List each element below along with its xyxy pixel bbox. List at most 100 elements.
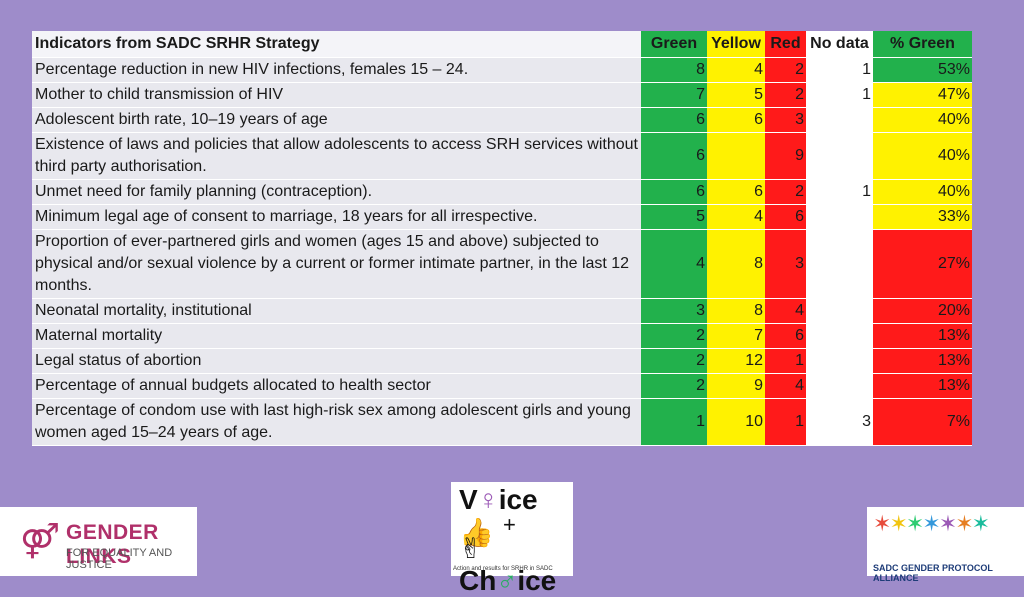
- pct-green: 47%: [873, 82, 972, 108]
- table-row: Maternal mortality 2 7 6 13%: [32, 323, 972, 349]
- pct-green: 13%: [873, 323, 972, 349]
- victory-hand-icon: ✌: [459, 533, 483, 564]
- no-data-count: [806, 298, 873, 324]
- no-data-count: 1: [806, 179, 873, 205]
- no-data-count: [806, 229, 873, 299]
- voice-choice-logo: V♀ice 👍 + ✌Ch♂ice Action and results for…: [451, 482, 573, 596]
- thumbs-up-icon: 👍: [459, 517, 494, 548]
- table-row: Percentage reduction in new HIV infectio…: [32, 57, 972, 83]
- table-row: Legal status of abortion 2 12 1 13%: [32, 348, 972, 374]
- table-row: Minimum legal age of consent to marriage…: [32, 204, 972, 230]
- indicator-label: Neonatal mortality, institutional: [32, 298, 641, 324]
- sadc-alliance-title: SADC GENDER PROTOCOL ALLIANCE: [873, 563, 993, 583]
- indicator-label: Maternal mortality: [32, 323, 641, 349]
- pct-green: 33%: [873, 204, 972, 230]
- green-count: 7: [641, 82, 707, 108]
- indicator-label: Minimum legal age of consent to marriage…: [32, 204, 641, 230]
- indicator-label: Percentage of annual budgets allocated t…: [32, 373, 641, 399]
- pct-green: 40%: [873, 132, 972, 180]
- no-data-count: [806, 348, 873, 374]
- green-count: 2: [641, 348, 707, 374]
- header-indicator: Indicators from SADC SRHR Strategy: [32, 31, 641, 58]
- red-count: 2: [765, 57, 806, 83]
- yellow-count: 4: [707, 57, 765, 83]
- yellow-count: 12: [707, 348, 765, 374]
- yellow-count: 9: [707, 373, 765, 399]
- yellow-count: 10: [707, 398, 765, 446]
- red-count: 1: [765, 348, 806, 374]
- pct-green: 53%: [873, 57, 972, 83]
- no-data-count: [806, 107, 873, 133]
- indicator-label: Legal status of abortion: [32, 348, 641, 374]
- yellow-count: 6: [707, 107, 765, 133]
- red-count: 2: [765, 179, 806, 205]
- table-row: Adolescent birth rate, 10–19 years of ag…: [32, 107, 972, 133]
- no-data-count: 1: [806, 57, 873, 83]
- red-count: 3: [765, 229, 806, 299]
- no-data-count: 3: [806, 398, 873, 446]
- no-data-count: 1: [806, 82, 873, 108]
- table-row: Proportion of ever-partnered girls and w…: [32, 229, 972, 299]
- gender-links-subtitle: FOR EQUALITY AND JUSTICE: [66, 547, 173, 571]
- sadc-alliance-logo: ✶✶✶✶✶✶✶ SADC GENDER PROTOCOL ALLIANCE: [867, 507, 1024, 583]
- table-row: Unmet need for family planning (contrace…: [32, 179, 972, 205]
- green-count: 1: [641, 398, 707, 446]
- no-data-count: [806, 132, 873, 180]
- pct-green: 13%: [873, 373, 972, 399]
- table-header-row: Indicators from SADC SRHR Strategy Green…: [32, 31, 972, 58]
- red-count: 6: [765, 323, 806, 349]
- yellow-count: 8: [707, 229, 765, 299]
- gender-links-title: GENDER LINKS: [66, 521, 159, 568]
- indicator-label: Existence of laws and policies that allo…: [32, 132, 641, 180]
- indicator-table-container: Indicators from SADC SRHR Strategy Green…: [32, 31, 972, 446]
- table-row: Existence of laws and policies that allo…: [32, 132, 972, 180]
- table-row: Percentage of annual budgets allocated t…: [32, 373, 972, 399]
- pct-green: 40%: [873, 179, 972, 205]
- pct-green: 13%: [873, 348, 972, 374]
- no-data-count: [806, 373, 873, 399]
- indicator-label: Unmet need for family planning (contrace…: [32, 179, 641, 205]
- table-row: Percentage of condom use with last high-…: [32, 398, 972, 446]
- no-data-count: [806, 323, 873, 349]
- indicator-table: Indicators from SADC SRHR Strategy Green…: [32, 31, 972, 446]
- yellow-count: 6: [707, 179, 765, 205]
- green-count: 4: [641, 229, 707, 299]
- gender-symbol-icon: ⚤: [20, 521, 60, 561]
- red-count: 6: [765, 204, 806, 230]
- header-red: Red: [765, 31, 806, 58]
- yellow-count: 7: [707, 323, 765, 349]
- header-pct-green: % Green: [873, 31, 972, 58]
- indicator-label: Percentage reduction in new HIV infectio…: [32, 57, 641, 83]
- red-count: 4: [765, 373, 806, 399]
- header-no-data: No data: [806, 31, 873, 58]
- yellow-count: 5: [707, 82, 765, 108]
- green-count: 3: [641, 298, 707, 324]
- voice-choice-tagline: Action and results for SRHR in SADC: [453, 566, 553, 572]
- red-count: 3: [765, 107, 806, 133]
- red-count: 4: [765, 298, 806, 324]
- table-row: Mother to child transmission of HIV 7 5 2 1 4…: [32, 82, 972, 108]
- green-count: 2: [641, 373, 707, 399]
- indicator-label: Percentage of condom use with last high-…: [32, 398, 641, 446]
- pct-green: 7%: [873, 398, 972, 446]
- indicator-label: Mother to child transmission of HIV: [32, 82, 641, 108]
- gender-links-logo: ⚤ GENDER LINKS FOR EQUALITY AND JUSTICE: [0, 507, 197, 576]
- green-count: 6: [641, 179, 707, 205]
- choice-text: ✌Ch♂ice: [459, 533, 557, 596]
- red-count: 9: [765, 132, 806, 180]
- people-figures-icon: ✶✶✶✶✶✶✶: [873, 511, 990, 536]
- voice-text: V♀ice 👍: [459, 484, 538, 548]
- no-data-count: [806, 204, 873, 230]
- indicator-label: Proportion of ever-partnered girls and w…: [32, 229, 641, 299]
- green-count: 8: [641, 57, 707, 83]
- pct-green: 40%: [873, 107, 972, 133]
- header-yellow: Yellow: [707, 31, 765, 58]
- yellow-count: 8: [707, 298, 765, 324]
- plus-icon: +: [503, 512, 516, 537]
- red-count: 2: [765, 82, 806, 108]
- pct-green: 27%: [873, 229, 972, 299]
- green-count: 6: [641, 107, 707, 133]
- table-row: Neonatal mortality, institutional 3 8 4 20%: [32, 298, 972, 324]
- green-count: 6: [641, 132, 707, 180]
- green-count: 5: [641, 204, 707, 230]
